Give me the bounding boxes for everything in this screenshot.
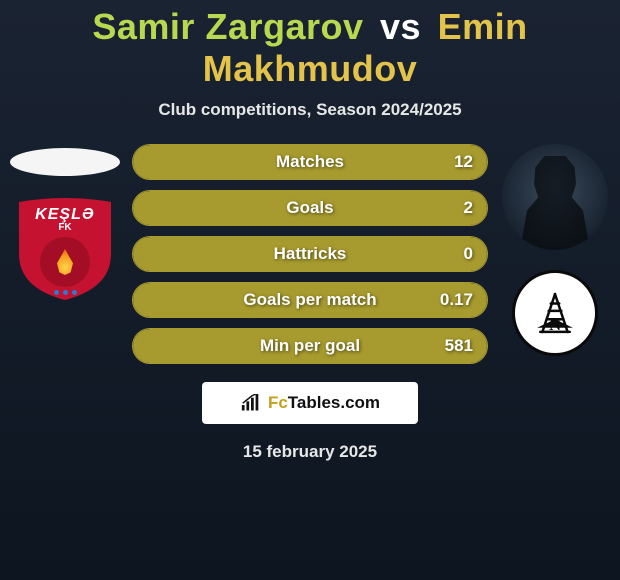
stat-row: Goals 2 [132,190,488,226]
stat-label: Min per goal [260,336,360,356]
stat-label: Matches [276,152,344,172]
stat-label: Hattricks [274,244,347,264]
kesla-shield: KEŞLƏ FK [15,196,115,301]
title-vs: vs [380,6,421,47]
derrick-icon: N [534,292,576,334]
stat-value: 0 [464,244,473,264]
player1-photo [10,148,120,176]
player2-club-badge: N [512,270,598,356]
stat-row: Matches 12 [132,144,488,180]
player1-club-badge: KEŞLƏ FK [15,196,115,301]
stat-value: 2 [464,198,473,218]
watermark-rest: Tables.com [288,393,380,412]
page-title: Samir Zargarov vs Emin Makhmudov [0,6,620,90]
stat-rows: Matches 12 Goals 2 Hattricks 0 Goals per match… [124,144,496,364]
title-player1: Samir Zargarov [92,6,363,47]
left-column: KEŞLƏ FK [6,144,124,301]
svg-text:N: N [549,315,561,334]
stat-value: 0.17 [440,290,473,310]
club1-sub: FK [58,222,71,233]
stat-label: Goals per match [243,290,376,310]
stat-label: Goals [286,198,333,218]
flame-icon [55,249,75,275]
right-column: N [496,144,614,356]
subtitle: Club competitions, Season 2024/2025 [0,100,620,120]
watermark-text: FcTables.com [268,393,380,413]
club1-crest [40,237,90,287]
barchart-icon [240,394,262,412]
watermark-fc: Fc [268,393,288,412]
stat-value: 581 [445,336,473,356]
stat-value: 12 [454,152,473,172]
date: 15 february 2025 [0,442,620,462]
watermark: FcTables.com [202,382,418,424]
club1-dots [15,290,115,295]
stat-row: Goals per match 0.17 [132,282,488,318]
comparison-area: KEŞLƏ FK Matches 12 Goals 2 Hattricks 0 Goals … [0,144,620,364]
stat-row: Hattricks 0 [132,236,488,272]
card: Samir Zargarov vs Emin Makhmudov Club co… [0,0,620,580]
stat-row: Min per goal 581 [132,328,488,364]
player2-photo [502,144,608,250]
